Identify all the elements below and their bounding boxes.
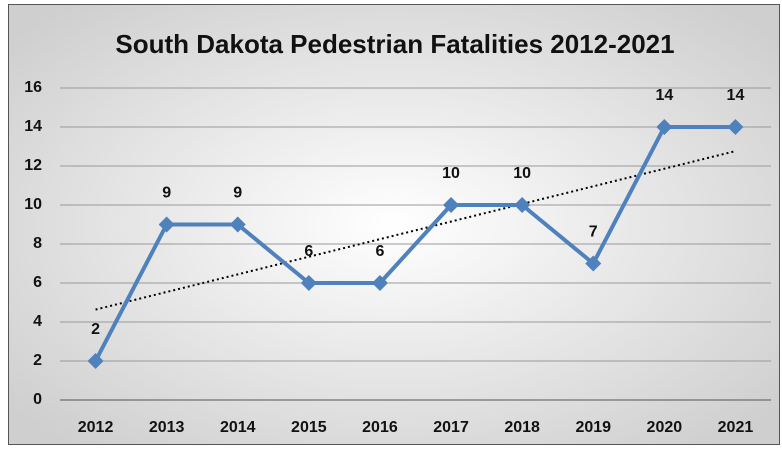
y-tick-label: 6 — [33, 274, 42, 291]
data-marker — [656, 119, 673, 135]
chart-frame — [8, 4, 780, 445]
data-marker — [158, 216, 175, 233]
data-line — [93, 125, 736, 362]
data-marker — [585, 255, 602, 272]
x-tick-label: 2019 — [575, 419, 611, 436]
y-tick-label: 12 — [24, 157, 42, 174]
data-label: 7 — [589, 224, 598, 241]
data-label: 10 — [513, 165, 531, 182]
data-marker — [87, 353, 104, 369]
data-label: 9 — [162, 185, 171, 202]
x-tick-label: 2020 — [647, 419, 683, 436]
data-label: 6 — [304, 243, 313, 260]
y-tick-label: 10 — [24, 196, 42, 213]
data-marker — [514, 197, 531, 213]
data-marker — [443, 197, 460, 213]
data-marker — [300, 275, 317, 291]
y-tick-label: 0 — [33, 391, 42, 408]
y-tick-label: 8 — [33, 235, 42, 252]
data-marker — [727, 119, 744, 135]
data-marker — [371, 275, 388, 291]
data-label: 9 — [233, 185, 242, 202]
y-tick-label: 14 — [24, 118, 42, 135]
x-tick-label: 2017 — [433, 419, 469, 436]
y-tick-label: 4 — [33, 313, 42, 330]
x-tick-label: 2016 — [362, 419, 398, 436]
data-label: 14 — [727, 87, 745, 104]
x-tick-label: 2015 — [291, 419, 327, 436]
x-tick-label: 2018 — [504, 419, 540, 436]
data-marker — [229, 216, 246, 233]
data-label: 6 — [375, 243, 384, 260]
chart-title: South Dakota Pedestrian Fatalities 2012-… — [115, 29, 674, 59]
x-tick-label: 2014 — [220, 419, 256, 436]
x-tick-label: 2021 — [718, 419, 754, 436]
data-label: 14 — [655, 87, 673, 104]
x-tick-label: 2012 — [78, 419, 114, 436]
y-tick-label: 2 — [33, 352, 42, 369]
y-tick-label: 16 — [24, 79, 42, 96]
data-label: 10 — [442, 165, 460, 182]
data-label: 2 — [91, 321, 100, 338]
x-tick-label: 2013 — [149, 419, 185, 436]
